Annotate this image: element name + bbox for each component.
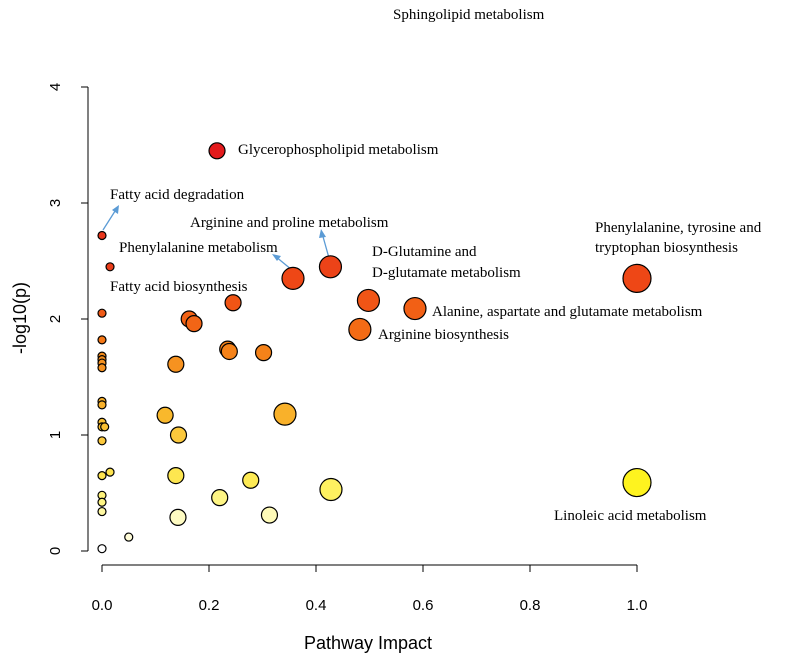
data-point [211,489,229,507]
x-tick-label: 0.2 [199,597,220,614]
data-point [319,477,343,502]
y-tick-label: 3 [47,199,64,207]
data-point [97,506,107,517]
data-point [97,230,107,241]
x-axis-title: Pathway Impact [304,633,432,653]
y-tick-label: 1 [47,431,64,439]
data-point [348,317,372,342]
data-point [156,406,174,424]
data-point [622,467,652,498]
data-point [281,266,305,290]
data-point [97,471,107,481]
data-point [185,315,203,333]
data-points [97,142,652,554]
arrowhead-fatty-acid-degradation [112,205,119,214]
x-tick-label: 1.0 [627,597,648,614]
annotation-arrows [102,205,330,271]
data-point [105,262,115,272]
data-point [224,294,242,312]
x-tick-label: 0.0 [92,597,113,614]
data-point [124,532,134,542]
arrowhead-arginine-proline [319,229,326,238]
data-point [167,467,185,485]
x-tick-label: 0.4 [306,597,327,614]
data-point [167,355,185,373]
y-axis-title: -log10(p) [10,282,30,354]
label-d-glutamine-line1: D-Glutamine and [372,244,477,260]
label-linoleic: Linoleic acid metabolism [554,508,707,524]
data-point [105,467,115,477]
label-phe-tyr-trp-line2: tryptophan biosynthesis [595,240,738,256]
arrowhead-phenylalanine [272,254,281,261]
data-point [403,296,427,321]
data-point [97,436,107,446]
y-ticks: 0 1 2 3 4 [47,83,88,555]
data-point [97,544,107,554]
data-point [97,363,107,373]
data-point [169,508,187,526]
x-tick-label: 0.6 [413,597,434,614]
data-point [220,342,238,361]
label-fatty-acid-biosynthesis: Fatty acid biosynthesis [110,279,248,295]
data-point [356,288,381,313]
y-tick-label: 0 [47,547,64,555]
x-ticks: 0.0 0.2 0.4 0.6 0.8 1.0 [92,565,648,614]
data-point [97,308,107,318]
data-point [208,142,226,160]
label-phe-tyr-trp-line1: Phenylalanine, tyrosine and [595,220,762,236]
label-phenylalanine: Phenylalanine metabolism [119,240,278,256]
data-point [254,344,273,362]
data-point [622,263,652,293]
data-point [273,402,297,426]
data-point [100,422,110,432]
data-point [97,400,107,410]
data-point [169,426,188,444]
label-arginine-proline: Arginine and proline metabolism [190,215,389,231]
label-d-glutamine-line2: D-glutamate metabolism [372,265,521,281]
y-tick-label: 4 [47,83,64,91]
label-arginine-biosynthesis: Arginine biosynthesis [378,327,509,343]
label-glycerophospholipid: Glycerophospholipid metabolism [238,142,439,158]
data-point [260,506,279,524]
data-point [97,335,107,345]
data-point [242,471,260,489]
y-tick-label: 2 [47,315,64,323]
data-point [318,255,343,279]
data-point [97,497,107,507]
label-fatty-acid-degradation: Fatty acid degradation [110,187,245,203]
label-sphingolipid: Sphingolipid metabolism [393,7,545,23]
x-tick-label: 0.8 [520,597,541,614]
label-alanine-aspartate: Alanine, aspartate and glutamate metabol… [432,304,703,320]
